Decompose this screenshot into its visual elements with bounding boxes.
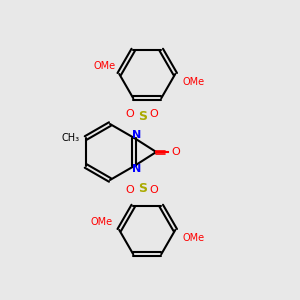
Text: OMe: OMe — [93, 61, 115, 71]
Text: N: N — [132, 130, 141, 140]
Text: OMe: OMe — [182, 77, 204, 87]
Text: CH₃: CH₃ — [62, 133, 80, 143]
Text: O: O — [171, 147, 180, 157]
Text: N: N — [132, 164, 141, 174]
Text: O: O — [126, 185, 135, 195]
Text: S: S — [138, 182, 147, 194]
Text: O: O — [150, 109, 159, 119]
Text: OMe: OMe — [90, 217, 112, 227]
Text: OMe: OMe — [182, 233, 204, 243]
Text: S: S — [138, 110, 147, 122]
Text: O: O — [126, 109, 135, 119]
Text: O: O — [150, 185, 159, 195]
